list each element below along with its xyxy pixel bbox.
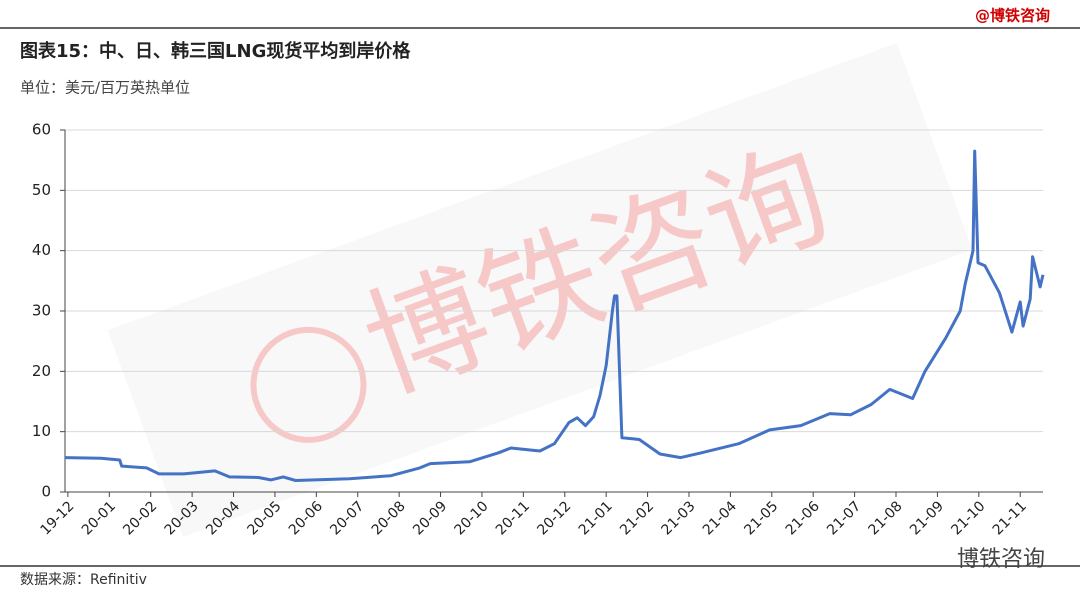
y-tick-label: 60 bbox=[32, 121, 51, 139]
y-tick-label: 20 bbox=[32, 362, 51, 380]
data-line bbox=[64, 149, 1045, 482]
y-tick-label: 10 bbox=[32, 422, 51, 440]
y-tick-label: 30 bbox=[32, 302, 51, 320]
y-tick-label: 50 bbox=[32, 181, 51, 199]
watermark-band bbox=[107, 42, 973, 538]
footer-brand: 博铁咨询 bbox=[957, 547, 1045, 572]
watermark-logo bbox=[250, 326, 367, 443]
y-tick-label: 40 bbox=[32, 241, 51, 259]
y-tick-label: 0 bbox=[41, 483, 51, 501]
source: 数据来源：Refinitiv bbox=[20, 572, 147, 588]
brand: @博铁咨询 bbox=[975, 7, 1050, 25]
chart-title: 图表15：中、日、韩三国LNG现货平均到岸价格 bbox=[20, 40, 411, 62]
subtitle: 单位：美元/百万英热单位 bbox=[20, 79, 190, 97]
